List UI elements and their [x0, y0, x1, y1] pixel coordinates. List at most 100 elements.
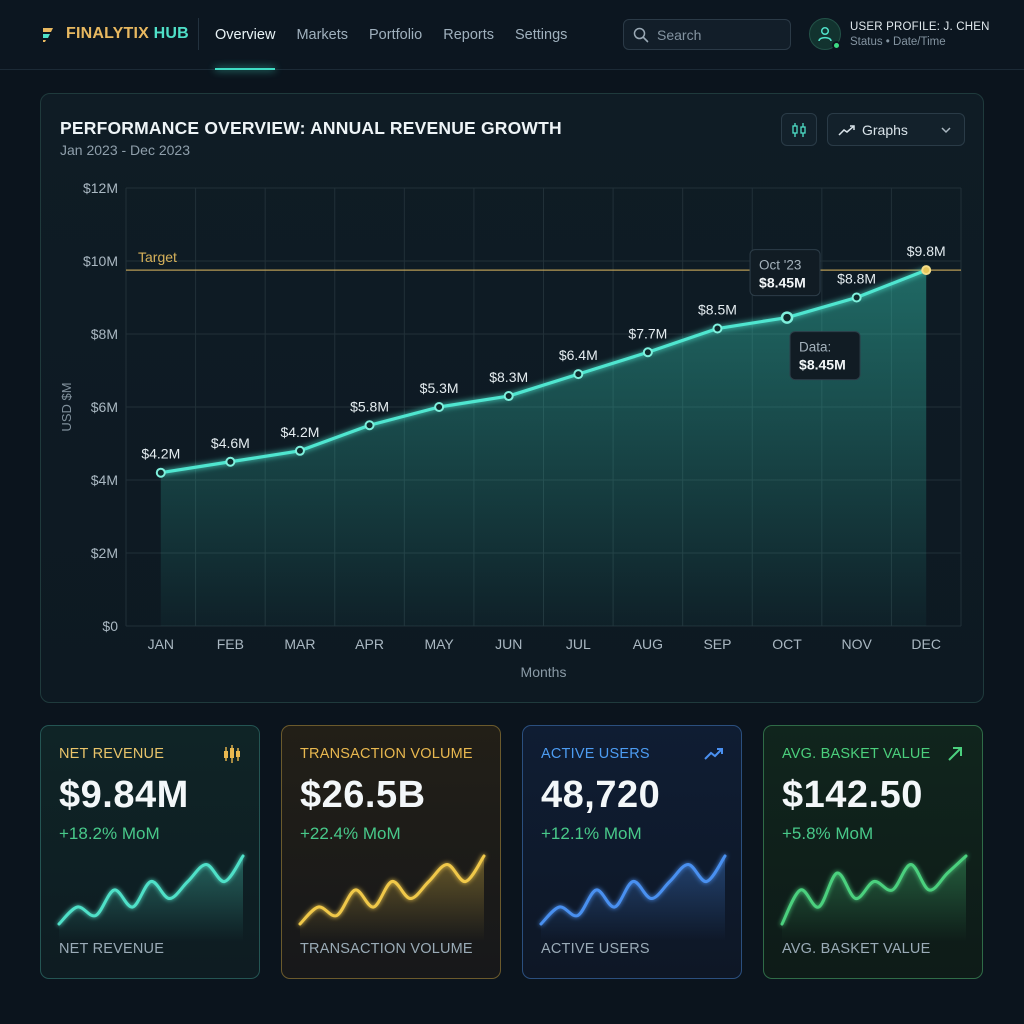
main-nav: Overview Markets Portfolio Reports Setti…	[215, 0, 588, 70]
kpi-change: +18.2% MoM	[59, 824, 160, 843]
kpi-footer: TRANSACTION VOLUME	[300, 941, 473, 957]
sparkline-line	[780, 854, 968, 926]
data-label: $6.4M	[559, 347, 598, 363]
data-label: $7.7M	[628, 325, 667, 341]
data-label: $5.3M	[420, 380, 459, 396]
data-point	[642, 347, 653, 358]
x-tick-label: NOV	[841, 636, 872, 652]
y-tick-label: $8M	[91, 326, 118, 342]
data-point	[712, 323, 723, 334]
x-tick-label: JUN	[495, 636, 522, 652]
trend-up-icon	[704, 748, 723, 760]
tooltip-value: $8.45M	[799, 357, 846, 373]
candlestick-icon	[224, 745, 240, 763]
x-tick-label: SEP	[703, 636, 731, 652]
profile-name: USER PROFILE: J. CHEN	[850, 20, 990, 33]
app-logo[interactable]: FINALYTIX HUB	[40, 24, 189, 44]
app-name: FINALYTIX HUB	[66, 25, 189, 42]
kpi-change: +22.4% MoM	[300, 824, 401, 843]
data-point	[851, 292, 862, 303]
data-label: $4.2M	[280, 424, 319, 440]
arrow-up-right-icon	[948, 747, 962, 761]
data-label: $8.8M	[837, 271, 876, 287]
kpi-value: 48,720	[541, 774, 661, 816]
kpi-sparkline	[298, 854, 486, 941]
kpi-value: $142.50	[782, 774, 923, 816]
tooltip-top: Oct '23 $8.45M	[749, 249, 821, 297]
kpi-card-transaction-volume[interactable]: TRANSACTION VOLUME $26.5B +22.4% MoM TRA…	[281, 725, 501, 979]
divider	[198, 18, 199, 50]
y-axis-label: USD $M	[59, 382, 74, 431]
profile-status: Status • Date/Time	[850, 35, 946, 48]
search-box[interactable]	[623, 19, 791, 50]
y-tick-label: $12M	[83, 180, 118, 196]
nav-reports[interactable]: Reports	[443, 27, 494, 43]
kpi-change: +5.8% MoM	[782, 824, 874, 843]
view-select[interactable]: Graphs	[827, 113, 965, 146]
data-point	[225, 456, 236, 467]
trend-line-icon	[838, 124, 855, 136]
panel-title: PERFORMANCE OVERVIEW: ANNUAL REVENUE GRO…	[60, 118, 562, 138]
sparkline-line	[57, 854, 245, 926]
chevron-down-icon	[941, 127, 951, 134]
tooltip-title: Data:	[799, 340, 831, 355]
kpi-change: +12.1% MoM	[541, 824, 642, 843]
nav-overview[interactable]: Overview	[215, 0, 276, 70]
data-point	[921, 265, 932, 276]
kpi-footer: ACTIVE USERS	[541, 941, 650, 957]
nav-markets[interactable]: Markets	[296, 27, 349, 43]
kpi-card-active-users[interactable]: ACTIVE USERS 48,720 +12.1% MoM ACTIVE US…	[522, 725, 742, 979]
top-navigation-bar: FINALYTIX HUB Overview Markets Portfolio…	[0, 0, 1024, 70]
kpi-sparkline	[780, 854, 968, 941]
x-tick-label: JAN	[148, 636, 174, 652]
x-tick-label: MAY	[424, 636, 454, 652]
data-label: $9.8M	[907, 243, 946, 259]
data-point	[573, 369, 584, 380]
search-icon	[633, 27, 649, 42]
kpi-title: ACTIVE USERS	[541, 746, 650, 762]
nav-portfolio[interactable]: Portfolio	[369, 27, 423, 43]
kpi-footer: AVG. BASKET VALUE	[782, 941, 931, 957]
view-select-value: Graphs	[862, 121, 908, 138]
data-label: $5.8M	[350, 398, 389, 414]
avatar[interactable]	[809, 18, 841, 50]
profile-text: USER PROFILE: J. CHEN Status • Date/Time	[850, 21, 990, 48]
y-tick-label: $0	[102, 618, 118, 634]
y-tick-label: $6M	[91, 399, 118, 415]
x-tick-label: FEB	[217, 636, 244, 652]
sparkline-line	[539, 854, 727, 926]
data-label: $8.5M	[698, 302, 737, 318]
x-tick-label: APR	[355, 636, 384, 652]
data-point	[155, 467, 166, 478]
data-point	[364, 420, 375, 431]
y-tick-label: $2M	[91, 545, 118, 561]
target-label: Target	[138, 249, 177, 265]
tooltip-title: Oct '23	[759, 258, 801, 273]
chart-type-button[interactable]	[781, 113, 817, 146]
data-label: $8.3M	[489, 369, 528, 385]
search-input[interactable]	[657, 26, 787, 43]
x-tick-label: OCT	[772, 636, 802, 652]
kpi-title: NET REVENUE	[59, 746, 165, 762]
kpi-card-net-revenue[interactable]: NET REVENUE $9.84M +18.2% MoM NET REVENU…	[40, 725, 260, 979]
performance-panel: PERFORMANCE OVERVIEW: ANNUAL REVENUE GRO…	[40, 93, 984, 703]
user-profile[interactable]: USER PROFILE: J. CHEN Status • Date/Time	[809, 18, 990, 50]
tooltip-box	[749, 249, 821, 297]
tooltip-value: $8.45M	[759, 275, 806, 291]
kpi-title: TRANSACTION VOLUME	[300, 746, 473, 762]
data-point	[294, 445, 305, 456]
kpi-footer: NET REVENUE	[59, 941, 165, 957]
y-tick-label: $10M	[83, 253, 118, 269]
user-icon	[818, 26, 832, 42]
data-point	[780, 311, 794, 324]
kpi-card-avg-basket-value[interactable]: AVG. BASKET VALUE $142.50 +5.8% MoM AVG.…	[763, 725, 983, 979]
kpi-value: $26.5B	[300, 774, 426, 816]
nav-settings[interactable]: Settings	[515, 27, 568, 43]
online-status-dot	[832, 41, 841, 50]
sparkline-line	[298, 854, 486, 926]
data-label: $4.6M	[211, 435, 250, 451]
kpi-value: $9.84M	[59, 774, 189, 816]
tooltip-box	[789, 331, 861, 381]
x-tick-label: AUG	[633, 636, 663, 652]
sparkline-area	[541, 856, 725, 941]
